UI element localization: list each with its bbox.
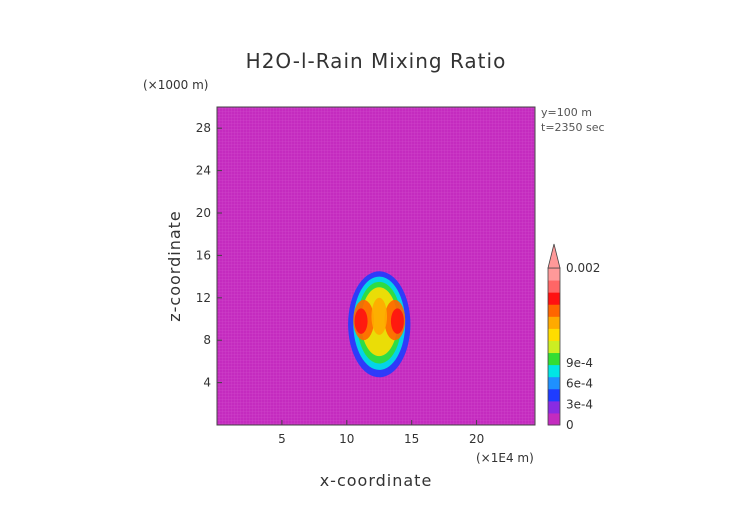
- x-tick-label: 20: [469, 432, 484, 446]
- colorbar: [547, 243, 561, 426]
- colorbar-label: 3e-4: [566, 397, 593, 411]
- annotation-time: t=2350 sec: [541, 121, 605, 134]
- colorbar-swatch: [548, 292, 560, 305]
- y-tick-label: 24: [196, 164, 211, 178]
- rain-contour: [390, 308, 404, 334]
- y-tick-label: 16: [196, 248, 211, 262]
- colorbar-swatch: [548, 412, 560, 426]
- y-tick-label: 28: [196, 121, 211, 135]
- colorbar-swatch: [548, 328, 560, 341]
- x-tick-label: 10: [339, 432, 354, 446]
- y-tick-label: 20: [196, 206, 211, 220]
- y-tick-label: 8: [203, 333, 211, 347]
- y-axis-ticks: 4 8 12 16 20 24 28: [196, 121, 222, 390]
- annotation-y: y=100 m: [541, 106, 592, 119]
- colorbar-swatch: [548, 304, 560, 317]
- colorbar-swatch: [548, 352, 560, 366]
- y-unit-label: (×1000 m): [143, 78, 208, 92]
- plot-area: [216, 106, 536, 426]
- y-tick-label: 4: [203, 376, 211, 390]
- rain-contour: [354, 308, 368, 334]
- colorbar-swatch: [548, 364, 560, 378]
- x-tick-label: 5: [278, 432, 286, 446]
- colorbar-swatch: [548, 400, 560, 414]
- rain-cell-field: [348, 271, 411, 378]
- x-axis-label: x-coordinate: [320, 471, 433, 490]
- rain-contour: [371, 297, 388, 335]
- colorbar-label: 0: [566, 418, 574, 432]
- colorbar-swatch: [548, 340, 560, 354]
- colorbar-swatch: [548, 376, 560, 390]
- colorbar-swatch: [548, 268, 560, 281]
- y-tick-label: 12: [196, 291, 211, 305]
- colorbar-swatch: [548, 316, 560, 329]
- colorbar-swatch: [548, 280, 560, 293]
- colorbar-label: 0.002: [566, 261, 600, 275]
- colorbar-label: 6e-4: [566, 377, 593, 391]
- colorbar-label: 9e-4: [566, 356, 593, 370]
- y-axis-label: z-coordinate: [165, 210, 184, 322]
- colorbar-labels: 0 3e-4 6e-4 9e-4 0.002: [566, 261, 600, 432]
- chart-title: H2O-l-Rain Mixing Ratio: [246, 49, 507, 73]
- x-tick-label: 15: [404, 432, 419, 446]
- x-unit-label: (×1E4 m): [476, 451, 534, 465]
- colorbar-swatch: [548, 388, 560, 402]
- x-axis-ticks: 5 10 15 20: [278, 420, 484, 446]
- colorbar-extend-arrow: [547, 243, 561, 269]
